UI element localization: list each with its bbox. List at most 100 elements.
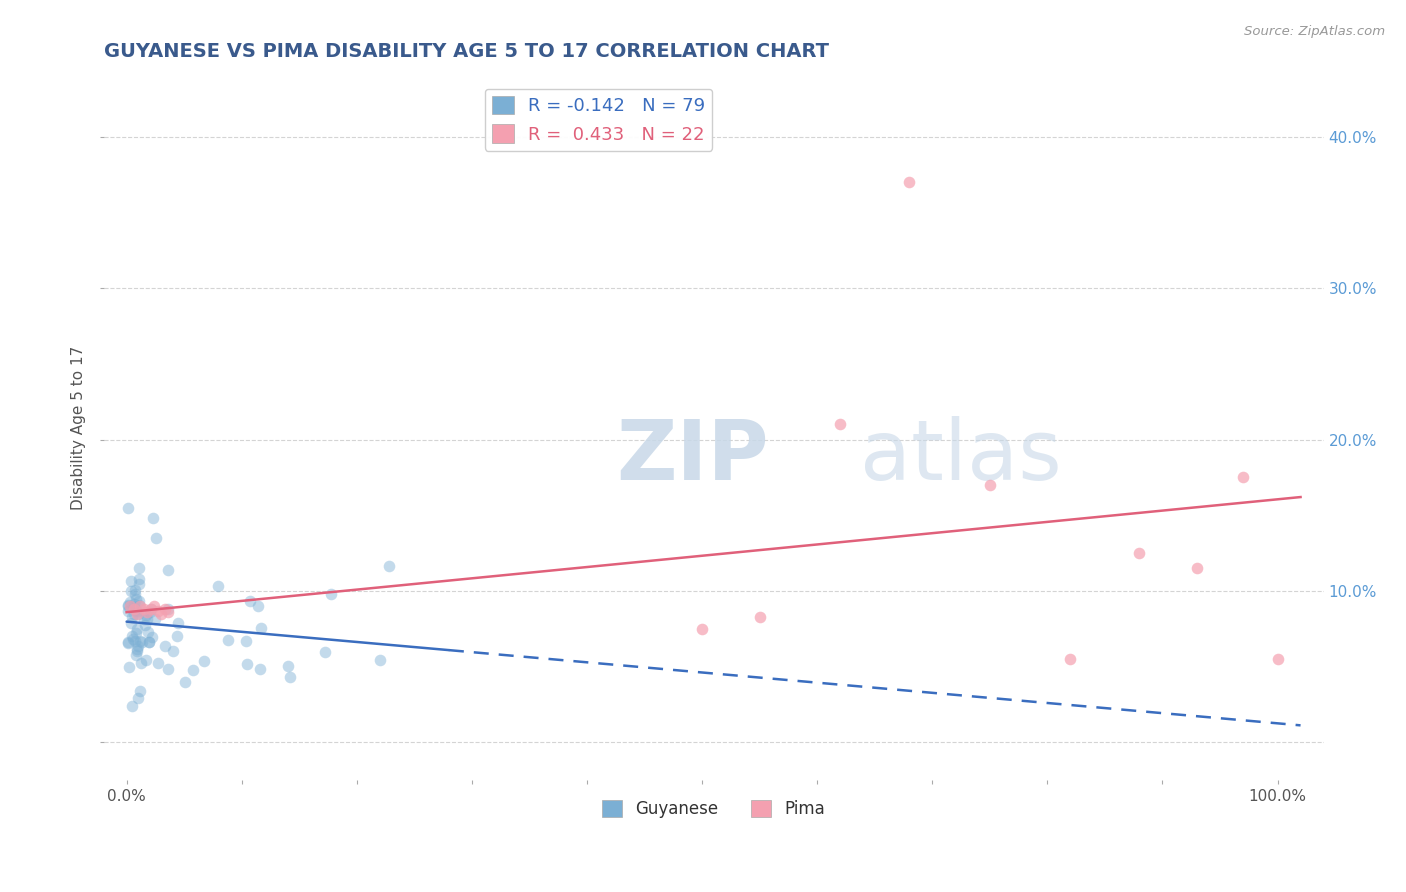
Point [278, 670, 301, 684]
Point [162, 644, 184, 658]
Point [138, 635, 160, 649]
Point [207, 579, 229, 593]
Point [127, 607, 149, 621]
Point [1128, 546, 1150, 560]
Point [1059, 652, 1081, 666]
Point [124, 586, 146, 600]
Point [748, 609, 770, 624]
Point [236, 657, 259, 671]
Point [145, 531, 167, 545]
Point [143, 599, 166, 614]
Point [1185, 561, 1208, 575]
Point [128, 572, 150, 586]
Point [122, 602, 145, 616]
Point [129, 599, 152, 614]
Point [135, 652, 157, 666]
Point [136, 612, 159, 626]
Point [120, 574, 142, 589]
Point [117, 599, 139, 613]
Point [132, 612, 155, 626]
Point [121, 609, 143, 624]
Point [125, 622, 148, 636]
Point [146, 604, 169, 618]
Point [249, 621, 271, 635]
Point [125, 626, 148, 640]
Point [146, 656, 169, 670]
Point [156, 663, 179, 677]
Point [141, 630, 163, 644]
Point [125, 603, 148, 617]
Point [125, 648, 148, 662]
Point [129, 684, 152, 698]
Point [120, 584, 142, 599]
Point [150, 607, 173, 621]
Point [157, 605, 180, 619]
Point [117, 636, 139, 650]
Point [118, 659, 141, 673]
Point [124, 597, 146, 611]
Point [1267, 652, 1289, 666]
Point [378, 559, 401, 574]
Point [143, 612, 166, 626]
Point [121, 629, 143, 643]
Point [153, 602, 176, 616]
Point [128, 594, 150, 608]
Text: atlas: atlas [860, 416, 1062, 497]
Point [319, 587, 342, 601]
Text: ZIP: ZIP [616, 416, 769, 497]
Point [131, 635, 153, 649]
Point [134, 618, 156, 632]
Point [249, 662, 271, 676]
Point [181, 664, 204, 678]
Point [247, 599, 270, 614]
Point [314, 645, 336, 659]
Point [690, 622, 713, 636]
Text: GUYANESE VS PIMA DISABILITY AGE 5 TO 17 CORRELATION CHART: GUYANESE VS PIMA DISABILITY AGE 5 TO 17 … [104, 42, 828, 61]
Point [125, 604, 148, 618]
Point [117, 634, 139, 648]
Point [128, 577, 150, 591]
Point [129, 634, 152, 648]
Point [122, 632, 145, 646]
Point [167, 615, 190, 630]
Point [117, 500, 139, 515]
Point [1232, 470, 1254, 484]
Point [120, 595, 142, 609]
Point [166, 629, 188, 643]
Point [135, 608, 157, 623]
Text: Source: ZipAtlas.com: Source: ZipAtlas.com [1244, 25, 1385, 38]
Point [129, 656, 152, 670]
Point [128, 598, 150, 612]
Point [157, 563, 180, 577]
Point [830, 417, 852, 432]
Point [125, 644, 148, 658]
Point [127, 639, 149, 653]
Point [124, 633, 146, 648]
Legend: Guyanese, Pima: Guyanese, Pima [595, 793, 832, 825]
Point [136, 624, 159, 639]
Point [139, 602, 162, 616]
Point [122, 607, 145, 621]
Point [125, 607, 148, 621]
Point [157, 602, 180, 616]
Point [138, 635, 160, 649]
Point [128, 560, 150, 574]
Point [120, 615, 142, 630]
Point [153, 640, 176, 654]
Point [127, 641, 149, 656]
Point [979, 478, 1001, 492]
Point [898, 175, 921, 189]
Point [120, 599, 142, 614]
Point [117, 599, 139, 613]
Point [174, 675, 197, 690]
Point [193, 653, 215, 667]
Point [136, 605, 159, 619]
Point [127, 690, 149, 705]
Point [142, 511, 165, 525]
Point [239, 594, 262, 608]
Point [125, 592, 148, 607]
Point [124, 583, 146, 598]
Point [121, 699, 143, 714]
Point [139, 605, 162, 619]
Point [139, 602, 162, 616]
